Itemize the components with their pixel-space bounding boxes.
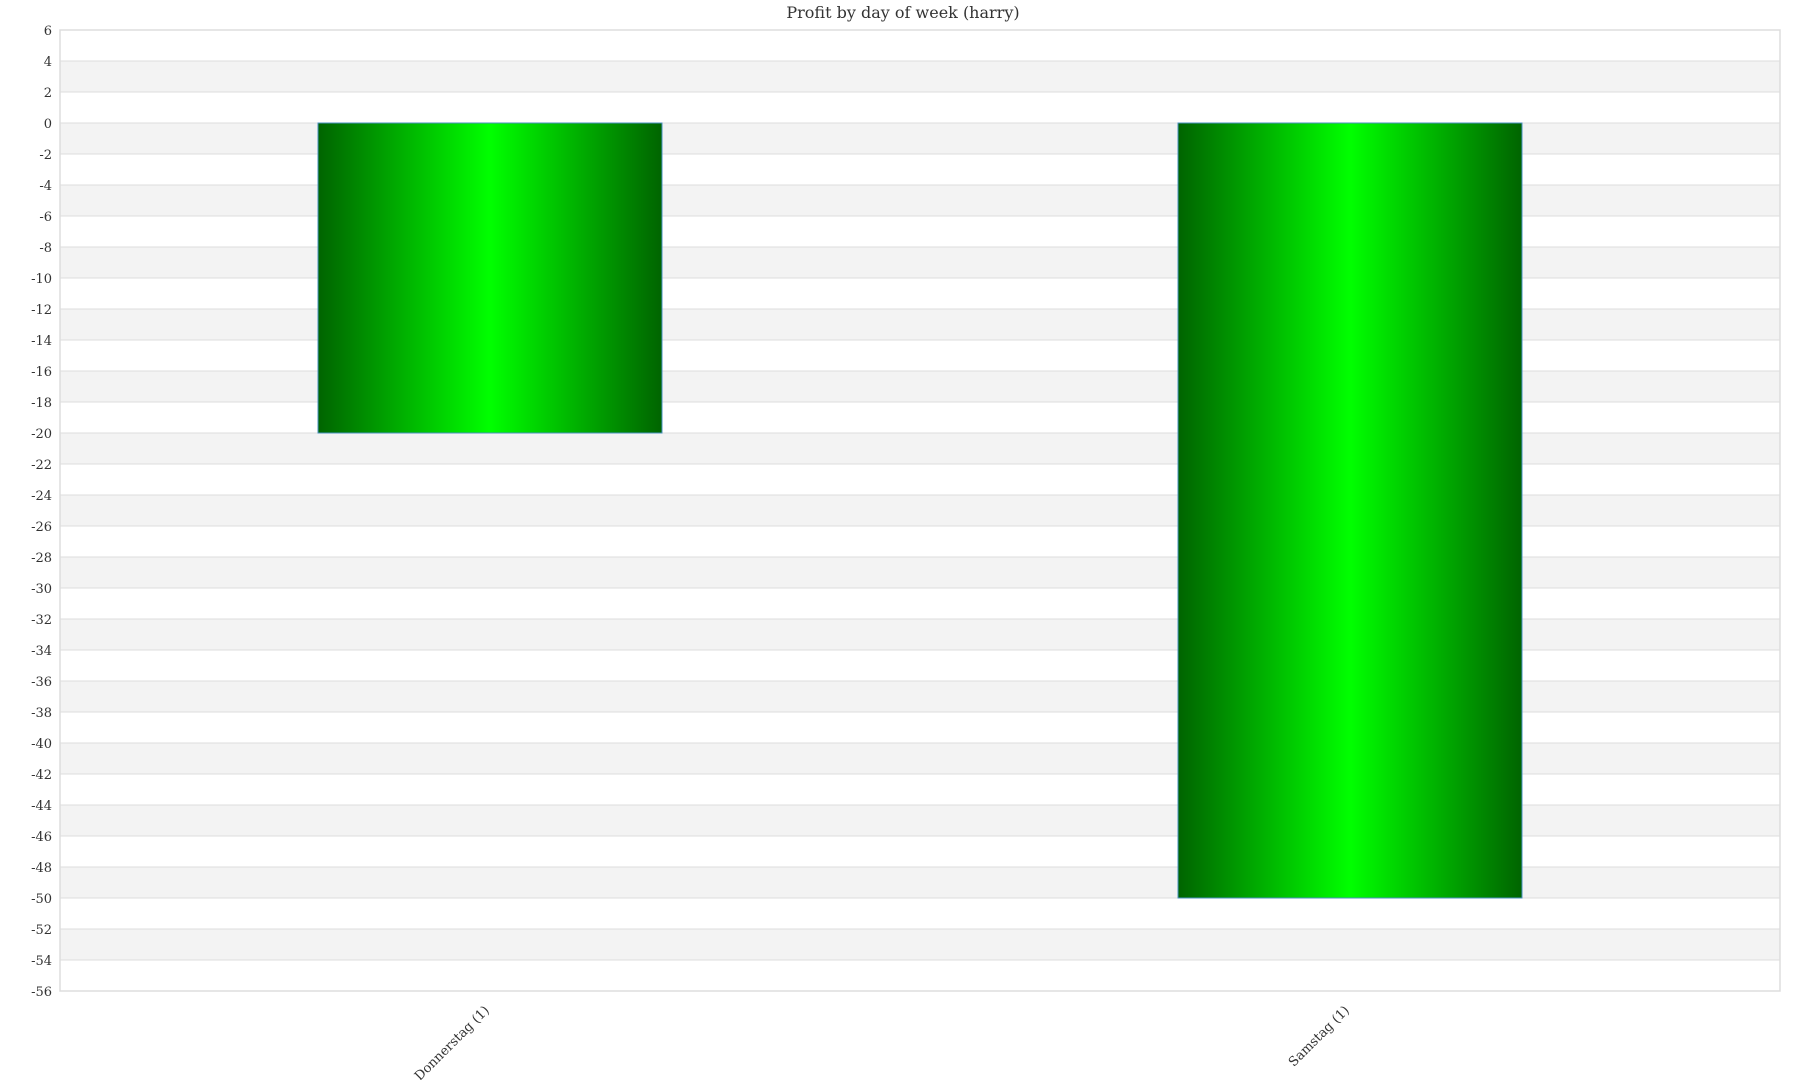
y-tick-label: -20	[31, 427, 52, 442]
y-tick-label: -56	[31, 985, 52, 1000]
y-tick-label: -14	[31, 334, 52, 349]
y-tick-label: -42	[31, 768, 52, 783]
y-tick-label: -18	[31, 396, 52, 411]
y-tick-label: -54	[31, 954, 52, 969]
y-tick-label: -36	[31, 675, 52, 690]
y-tick-label: -40	[31, 737, 52, 752]
x-tick-label: Samstag (1)	[1286, 1003, 1353, 1070]
bar	[1177, 122, 1523, 899]
y-tick-label: -16	[31, 365, 52, 380]
y-tick-label: 2	[44, 86, 52, 101]
y-tick-label: -34	[31, 644, 52, 659]
bar	[317, 122, 663, 434]
y-tick-label: -50	[31, 892, 52, 907]
y-tick-label: 4	[44, 55, 52, 70]
y-tick-label: -10	[31, 272, 52, 287]
y-tick-label: -52	[31, 923, 52, 938]
y-tick-label: -30	[31, 582, 52, 597]
y-tick-label: -46	[31, 830, 52, 845]
y-tick-label: -44	[31, 799, 52, 814]
y-tick-label: -48	[31, 861, 52, 876]
grid-band	[60, 61, 1780, 92]
y-tick-label: 0	[44, 117, 52, 132]
x-tick-label: Donnerstag (1)	[412, 1003, 493, 1080]
y-tick-label: -24	[31, 489, 52, 504]
y-tick-label: 6	[44, 24, 52, 39]
y-tick-label: -26	[31, 520, 52, 535]
y-tick-label: -28	[31, 551, 52, 566]
grid-band	[60, 929, 1780, 960]
y-tick-label: -4	[39, 179, 52, 194]
y-tick-label: -22	[31, 458, 52, 473]
chart-title: Profit by day of week (harry)	[786, 3, 1019, 22]
plot-border	[59, 29, 1781, 992]
y-tick-label: -6	[39, 210, 52, 225]
y-tick-label: -32	[31, 613, 52, 628]
y-tick-label: -2	[39, 148, 52, 163]
y-tick-label: -8	[39, 241, 52, 256]
y-tick-label: -12	[31, 303, 52, 318]
y-tick-label: -38	[31, 706, 52, 721]
